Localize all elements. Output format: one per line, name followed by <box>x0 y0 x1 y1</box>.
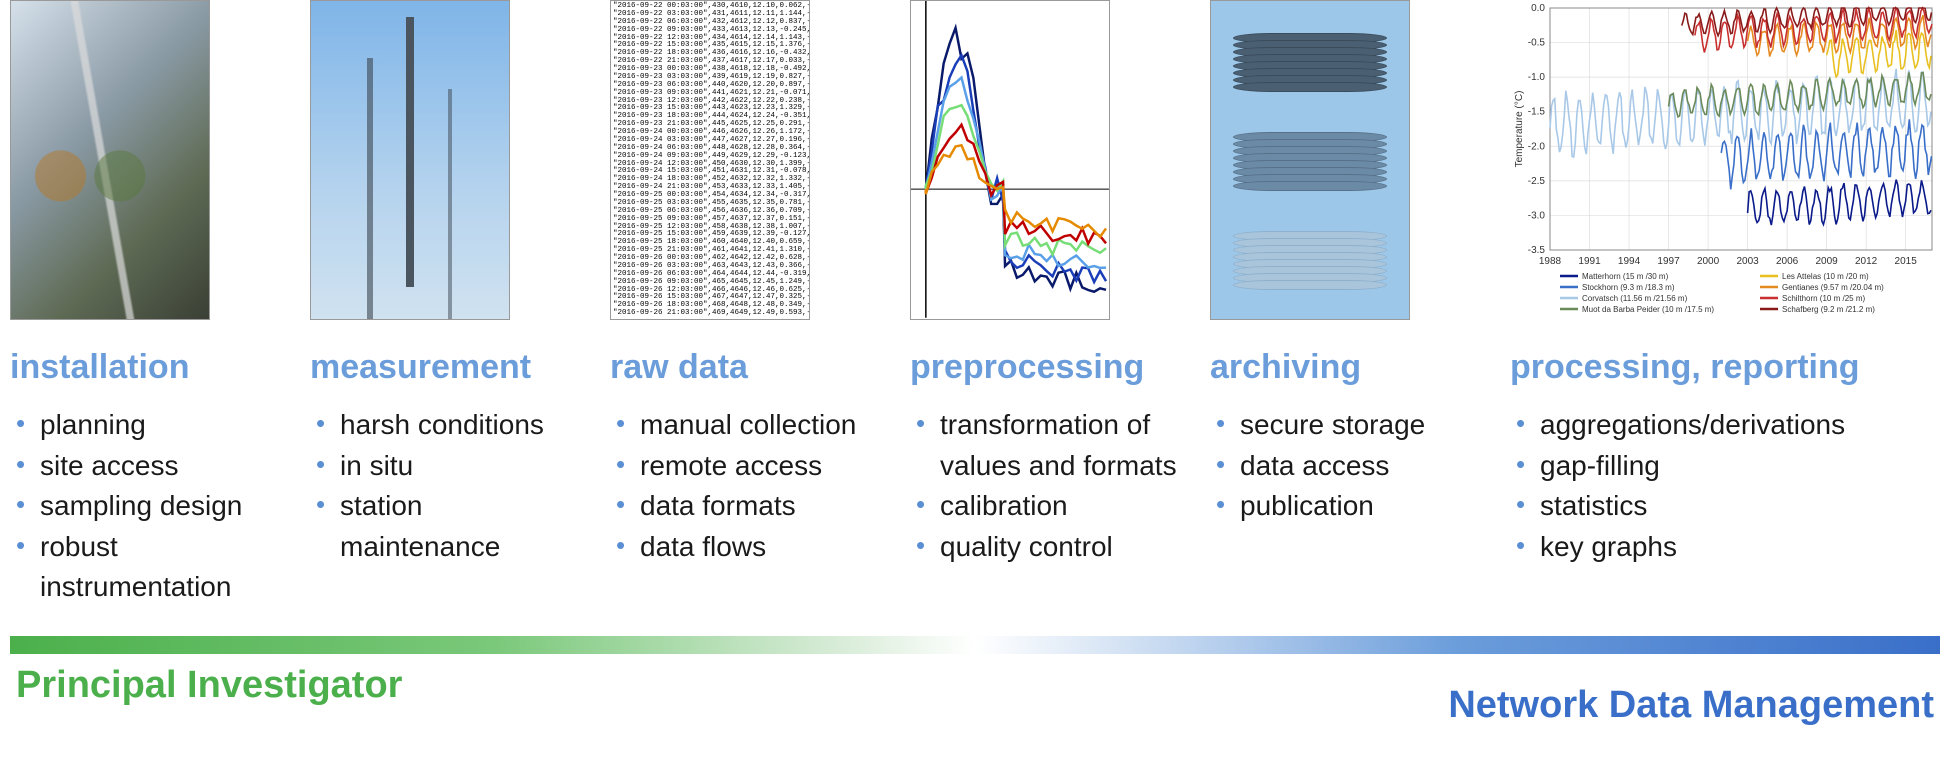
processing-bullet: aggregations/derivations <box>1510 405 1940 446</box>
svg-text:2009: 2009 <box>1815 256 1838 267</box>
svg-text:2003: 2003 <box>1736 256 1759 267</box>
preprocessing-bullet: transformation of values and formats <box>910 405 1188 486</box>
archiving-bullet: publication <box>1210 486 1488 527</box>
svg-text:-3.0: -3.0 <box>1528 210 1546 221</box>
rawdata-thumbnail: "2016-09-22 00:03:00",430,4610,12.10,0.0… <box>610 0 810 320</box>
column-preprocessing: preprocessing transformation of values an… <box>910 0 1188 567</box>
installation-thumbnail <box>10 0 210 320</box>
rawdata-bullet: manual collection <box>610 405 888 446</box>
preprocessing-bullet: quality control <box>910 527 1188 568</box>
rawdata-title: raw data <box>610 348 888 387</box>
svg-text:-2.0: -2.0 <box>1528 141 1546 152</box>
principal-investigator-label: Principal Investigator <box>16 664 402 727</box>
processing-bullet-list: aggregations/derivationsgap-fillingstati… <box>1510 405 1940 567</box>
preprocessing-thumbnail <box>910 0 1110 320</box>
archiving-bullet-list: secure storagedata accesspublication <box>1210 405 1488 527</box>
svg-text:Stockhorn (9.3 m /18.3 m): Stockhorn (9.3 m /18.3 m) <box>1582 283 1675 292</box>
svg-text:2006: 2006 <box>1776 256 1799 267</box>
column-rawdata: "2016-09-22 00:03:00",430,4610,12.10,0.0… <box>610 0 888 567</box>
network-data-management-label: Network Data Management <box>1448 684 1934 727</box>
svg-text:Schilthorn (10 m /25 m): Schilthorn (10 m /25 m) <box>1782 294 1865 303</box>
svg-text:2000: 2000 <box>1697 256 1720 267</box>
svg-text:2012: 2012 <box>1855 256 1878 267</box>
archiving-title: archiving <box>1210 348 1488 387</box>
measurement-bullet: harsh conditions <box>310 405 588 446</box>
svg-text:1988: 1988 <box>1539 256 1562 267</box>
svg-text:-1.5: -1.5 <box>1528 107 1546 118</box>
archiving-bullet: secure storage <box>1210 405 1488 446</box>
processing-bullet: statistics <box>1510 486 1940 527</box>
column-processing: -3.5 -3.0 -2.5 -2.0 -1.5 -1.0 -0.5 0.0 1988 1991 1… <box>1510 0 1940 567</box>
svg-text:Muot da Barba Peider (10 m /17: Muot da Barba Peider (10 m /17.5 m) <box>1582 305 1714 314</box>
measurement-bullet: in situ <box>310 446 588 487</box>
svg-text:Les Attelas (10 m /20 m): Les Attelas (10 m /20 m) <box>1782 272 1869 281</box>
processing-title: processing, reporting <box>1510 348 1940 387</box>
rawdata-bullet: data flows <box>610 527 888 568</box>
measurement-thumbnail <box>310 0 510 320</box>
svg-text:-3.5: -3.5 <box>1528 245 1546 256</box>
processing-bullet: key graphs <box>1510 527 1940 568</box>
svg-text:Temperature (°C): Temperature (°C) <box>1514 91 1525 168</box>
column-archiving: archiving secure storagedata accesspublic… <box>1210 0 1488 527</box>
svg-text:2015: 2015 <box>1895 256 1918 267</box>
svg-text:Gentianes (9.57 m /20.04 m): Gentianes (9.57 m /20.04 m) <box>1782 283 1884 292</box>
measurement-bullet-list: harsh conditionsin situstation maintenan… <box>310 405 588 567</box>
temperature-chart: -3.5 -3.0 -2.5 -2.0 -1.5 -1.0 -0.5 0.0 1988 1991 1… <box>1510 0 1940 320</box>
svg-text:Schafberg (9.2 m /21.2 m): Schafberg (9.2 m /21.2 m) <box>1782 305 1875 314</box>
column-installation: installation planningsite accesssampling … <box>10 0 288 608</box>
archiving-thumbnail <box>1210 0 1410 320</box>
rawdata-bullet: data formats <box>610 486 888 527</box>
svg-text:Corvatsch (11.56 m /21.56 m): Corvatsch (11.56 m /21.56 m) <box>1582 294 1688 303</box>
svg-text:Matterhorn (15 m /30 m): Matterhorn (15 m /30 m) <box>1582 272 1669 281</box>
installation-bullet: sampling design <box>10 486 288 527</box>
preprocessing-bullet: calibration <box>910 486 1188 527</box>
rawdata-bullet-list: manual collectionremote accessdata forma… <box>610 405 888 567</box>
installation-bullet: planning <box>10 405 288 446</box>
measurement-bullet: station maintenance <box>310 486 588 567</box>
installation-bullet-list: planningsite accesssampling designrobust… <box>10 405 288 608</box>
column-measurement: measurement harsh conditionsin situstatio… <box>310 0 588 567</box>
preprocessing-bullet-list: transformation of values and formatscali… <box>910 405 1188 567</box>
installation-title: installation <box>10 348 288 387</box>
svg-text:-2.5: -2.5 <box>1528 176 1546 187</box>
rawdata-bullet: remote access <box>610 446 888 487</box>
svg-text:0.0: 0.0 <box>1531 3 1545 14</box>
svg-text:-1.0: -1.0 <box>1528 72 1546 83</box>
measurement-title: measurement <box>310 348 588 387</box>
svg-text:1994: 1994 <box>1618 256 1641 267</box>
svg-text:1991: 1991 <box>1578 256 1601 267</box>
svg-text:-0.5: -0.5 <box>1528 38 1546 49</box>
processing-thumbnail: -3.5 -3.0 -2.5 -2.0 -1.5 -1.0 -0.5 0.0 1988 1991 1… <box>1510 0 1940 320</box>
processing-bullet: gap-filling <box>1510 446 1940 487</box>
preprocessing-title: preprocessing <box>910 348 1188 387</box>
installation-bullet: robust instrumentation <box>10 527 288 608</box>
archiving-bullet: data access <box>1210 446 1488 487</box>
installation-bullet: site access <box>10 446 288 487</box>
gradient-divider <box>10 636 1940 654</box>
svg-text:1997: 1997 <box>1657 256 1680 267</box>
